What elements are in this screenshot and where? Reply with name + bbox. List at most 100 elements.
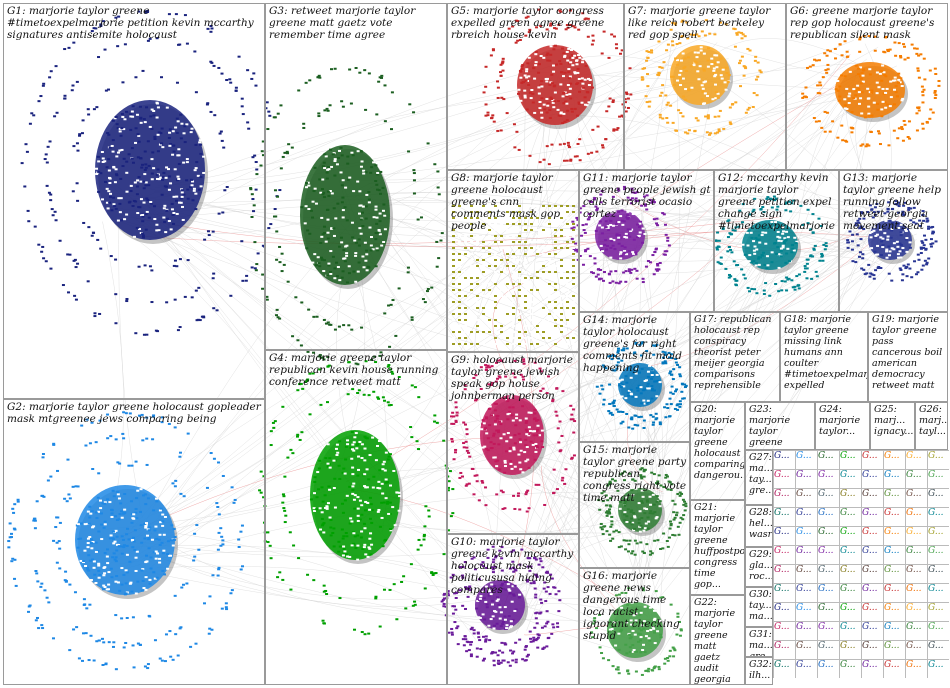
node bbox=[233, 498, 237, 501]
node bbox=[516, 39, 520, 42]
node bbox=[607, 273, 611, 276]
node bbox=[757, 238, 761, 241]
node bbox=[567, 77, 571, 80]
node bbox=[791, 247, 795, 250]
node bbox=[477, 636, 481, 639]
node bbox=[86, 280, 90, 283]
node bbox=[512, 549, 516, 552]
node bbox=[127, 538, 131, 541]
node bbox=[754, 237, 758, 240]
node bbox=[313, 476, 317, 479]
node bbox=[525, 446, 529, 449]
node bbox=[492, 627, 496, 630]
node bbox=[109, 255, 113, 258]
node bbox=[806, 208, 810, 211]
node bbox=[96, 510, 100, 513]
node bbox=[68, 583, 72, 586]
node bbox=[492, 432, 496, 435]
node bbox=[594, 275, 598, 278]
node bbox=[643, 204, 647, 207]
node bbox=[500, 641, 504, 644]
node bbox=[212, 272, 216, 275]
node bbox=[537, 8, 541, 11]
node bbox=[194, 642, 198, 645]
node bbox=[435, 265, 439, 268]
node bbox=[160, 659, 164, 662]
node bbox=[284, 514, 288, 517]
node bbox=[335, 163, 339, 166]
node bbox=[368, 226, 372, 229]
node bbox=[663, 360, 667, 363]
node bbox=[147, 529, 151, 532]
node bbox=[143, 493, 147, 496]
node bbox=[492, 442, 496, 445]
node bbox=[326, 356, 330, 359]
node bbox=[338, 545, 342, 548]
node bbox=[97, 562, 101, 565]
node bbox=[625, 93, 629, 96]
node bbox=[325, 107, 329, 110]
node bbox=[511, 566, 515, 569]
node bbox=[265, 298, 269, 301]
node bbox=[550, 143, 554, 146]
node bbox=[729, 248, 733, 251]
node bbox=[488, 424, 492, 427]
node bbox=[363, 543, 367, 546]
node bbox=[195, 319, 199, 322]
node bbox=[720, 77, 724, 80]
node bbox=[518, 508, 522, 511]
node bbox=[611, 369, 615, 372]
node bbox=[97, 472, 101, 475]
node bbox=[168, 175, 172, 178]
node bbox=[174, 633, 178, 636]
node bbox=[12, 511, 16, 514]
node bbox=[145, 197, 149, 200]
node bbox=[628, 228, 632, 231]
node bbox=[528, 28, 532, 31]
node bbox=[106, 207, 110, 210]
node bbox=[106, 588, 110, 591]
node bbox=[866, 87, 870, 90]
node bbox=[180, 586, 184, 589]
node bbox=[433, 420, 437, 423]
node bbox=[98, 312, 102, 315]
node bbox=[88, 505, 92, 508]
node bbox=[345, 254, 349, 257]
node bbox=[919, 247, 923, 250]
node bbox=[317, 467, 321, 470]
node bbox=[152, 114, 156, 117]
node bbox=[108, 501, 112, 504]
node bbox=[86, 510, 90, 513]
node bbox=[388, 345, 392, 348]
node bbox=[524, 428, 528, 431]
node bbox=[250, 266, 254, 269]
node bbox=[694, 117, 698, 120]
node bbox=[646, 73, 650, 76]
edge bbox=[142, 528, 476, 629]
node bbox=[353, 436, 357, 439]
node bbox=[905, 265, 909, 268]
node bbox=[320, 517, 324, 520]
node bbox=[153, 218, 157, 221]
node bbox=[897, 201, 901, 204]
node bbox=[484, 600, 488, 603]
node bbox=[489, 593, 493, 596]
node bbox=[348, 522, 352, 525]
node bbox=[111, 139, 115, 142]
node bbox=[563, 54, 567, 57]
node bbox=[363, 527, 367, 530]
node bbox=[326, 502, 330, 505]
node bbox=[106, 498, 110, 501]
edge bbox=[514, 44, 678, 284]
node bbox=[498, 468, 502, 471]
node bbox=[379, 192, 383, 195]
node bbox=[643, 402, 647, 405]
node bbox=[672, 368, 676, 371]
node bbox=[562, 159, 566, 162]
node bbox=[115, 174, 119, 177]
node bbox=[24, 143, 28, 146]
node bbox=[114, 173, 118, 176]
node bbox=[217, 461, 221, 464]
node bbox=[872, 211, 876, 214]
node bbox=[447, 631, 451, 634]
